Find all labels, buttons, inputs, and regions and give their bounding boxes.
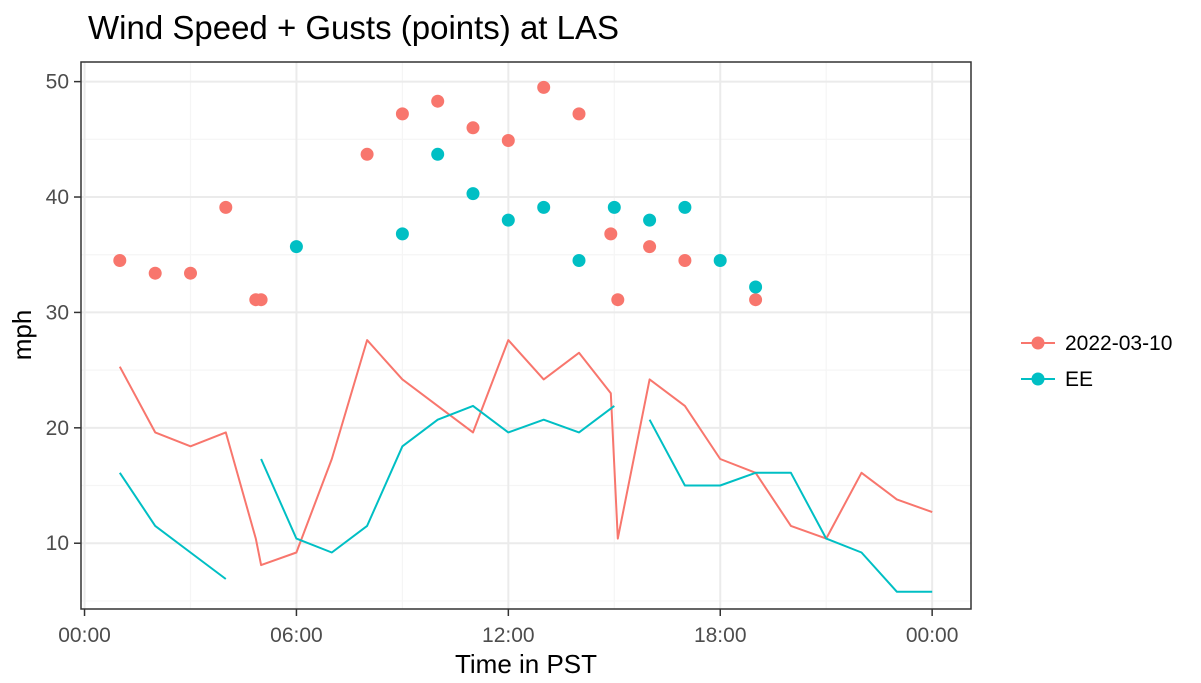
x-axis: 00:00 06:00 12:00 18:00 00:00: [58, 609, 958, 647]
chart-title: Wind Speed + Gusts (points) at LAS: [88, 9, 619, 46]
gust-point-series-0-3: [219, 200, 233, 214]
gust-point-series-1-0: [289, 240, 303, 254]
gust-point-series-0-8: [431, 94, 445, 108]
gust-point-series-0-13: [604, 227, 618, 241]
y-tick-label: 10: [46, 532, 69, 555]
x-tick-label: 00:00: [906, 624, 959, 647]
gust-point-series-0-10: [501, 134, 515, 147]
x-axis-title: Time in PST: [455, 649, 597, 679]
x-tick-label: 18:00: [694, 624, 747, 647]
gust-point-series-1-11: [749, 280, 763, 294]
gust-point-series-1-10: [713, 254, 727, 267]
gust-point-series-0-6: [360, 147, 374, 161]
gust-point-series-0-0: [113, 254, 127, 267]
y-tick-label: 30: [46, 301, 69, 324]
gust-point-series-1-7: [607, 200, 621, 214]
speed-line-series-1-segment-2: [648, 419, 933, 593]
x-tick-label: 00:00: [58, 624, 111, 647]
gust-point-series-0-17: [749, 293, 763, 307]
y-tick-label: 40: [46, 186, 69, 209]
legend-label-1: EE: [1065, 368, 1093, 391]
x-tick-label: 06:00: [270, 624, 323, 647]
gust-point-series-1-4: [501, 213, 515, 227]
gust-point-series-0-11: [537, 80, 551, 94]
legend: 2022-03-10 EE: [1021, 332, 1172, 391]
y-axis-title: mph: [7, 310, 37, 361]
gust-point-series-1-2: [431, 147, 445, 161]
gust-point-series-0-7: [395, 107, 409, 121]
gust-point-series-0-9: [466, 121, 480, 135]
legend-label-0: 2022-03-10: [1065, 332, 1172, 355]
series-points: [113, 80, 763, 307]
legend-key-point-0: [1031, 336, 1045, 350]
series-lines: [118, 339, 933, 593]
x-tick-label: 12:00: [482, 624, 535, 647]
legend-key-point-1: [1031, 372, 1045, 386]
speed-line-series-1-segment-1: [260, 404, 615, 554]
y-axis: 10 20 30 40 50: [46, 71, 81, 555]
plot-grid: [81, 62, 971, 609]
gust-point-series-1-5: [537, 200, 551, 214]
gust-point-series-0-14: [611, 293, 625, 307]
gust-point-series-0-12: [572, 107, 586, 121]
speed-line-series-1-segment-0: [118, 472, 227, 580]
plot-panel-border: [80, 61, 972, 610]
y-tick-label: 20: [46, 417, 69, 440]
gust-point-series-0-1: [148, 266, 162, 280]
gust-point-series-0-15: [643, 240, 657, 254]
gust-point-series-0-16: [678, 254, 692, 267]
y-tick-label: 50: [46, 71, 69, 94]
gust-point-series-1-9: [678, 200, 692, 214]
gust-point-series-1-3: [466, 187, 480, 201]
speed-line-series-0-segment-0: [118, 339, 933, 567]
gust-point-series-0-2: [184, 266, 197, 280]
gust-point-series-1-8: [643, 213, 657, 227]
gust-point-series-1-1: [395, 227, 409, 241]
gust-point-series-1-6: [572, 254, 586, 267]
gust-point-series-0-5: [254, 293, 268, 307]
